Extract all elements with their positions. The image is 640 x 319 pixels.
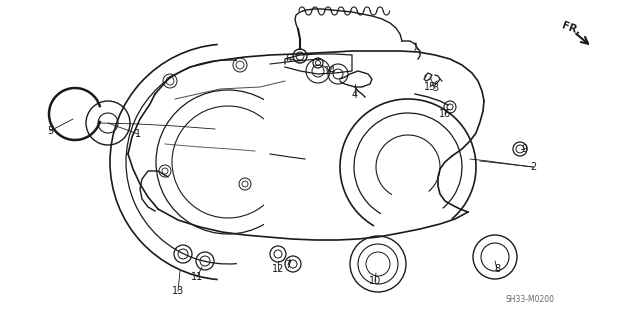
- Text: 7: 7: [285, 260, 291, 270]
- Text: SH33-M0200: SH33-M0200: [506, 294, 554, 303]
- Text: 1: 1: [135, 129, 141, 139]
- Text: 10: 10: [369, 276, 381, 286]
- Text: 5: 5: [47, 126, 53, 136]
- Text: 12: 12: [272, 264, 284, 274]
- Text: 3: 3: [432, 83, 438, 93]
- Text: 11: 11: [191, 272, 203, 282]
- Text: 15: 15: [424, 82, 436, 92]
- Text: 4: 4: [352, 90, 358, 100]
- Text: 6: 6: [285, 54, 291, 64]
- Text: 2: 2: [530, 162, 536, 172]
- Text: 8: 8: [494, 264, 500, 274]
- Text: 9: 9: [521, 144, 527, 154]
- Text: FR.: FR.: [560, 21, 582, 37]
- Text: 14: 14: [324, 66, 336, 76]
- Text: 16: 16: [439, 109, 451, 119]
- Text: 13: 13: [172, 286, 184, 296]
